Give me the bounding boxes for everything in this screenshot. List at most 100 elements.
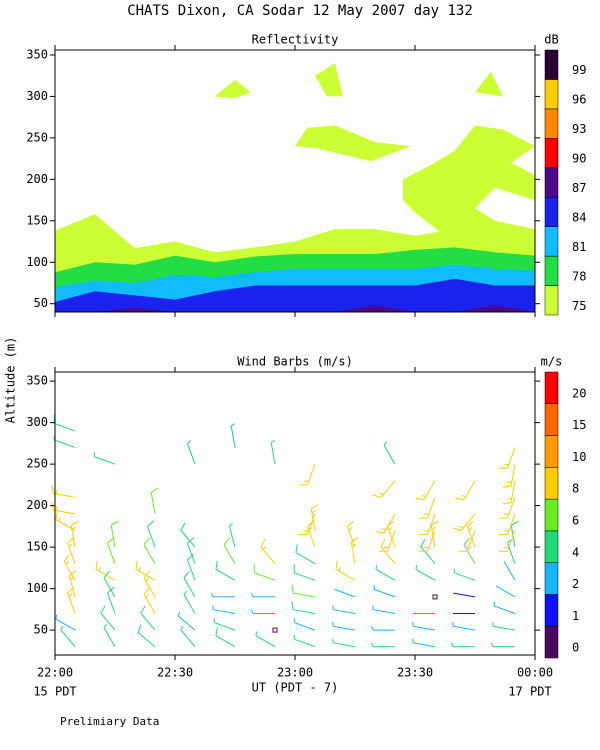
wind-barb [147, 520, 156, 548]
wind-barb [371, 625, 395, 631]
wind-barb [293, 564, 316, 581]
wind-barb [67, 537, 76, 564]
wind-barb [150, 487, 159, 515]
contour-band [55, 305, 535, 312]
colorbar-swatch [544, 79, 559, 110]
wind-barb [452, 513, 476, 532]
wind-barb [498, 447, 516, 469]
wind-barb [372, 480, 396, 499]
colorbar-swatch [544, 226, 559, 257]
colorbar-swatch [544, 562, 559, 595]
wind-barb [215, 627, 236, 648]
colorbar-label: 4 [572, 545, 579, 559]
wind-barb [212, 605, 236, 614]
colorbar-swatch [544, 435, 559, 468]
wind-barb [55, 511, 76, 531]
wind-barb [420, 539, 436, 565]
y-tick-label: 250 [26, 130, 48, 144]
y-tick-label: 200 [26, 172, 48, 186]
wind-barb [502, 464, 516, 488]
wind-barb [295, 544, 316, 565]
wind-barb [60, 625, 76, 648]
wind-barb [418, 497, 436, 519]
y-tick-label: 300 [26, 89, 48, 103]
y-tick-label: 200 [26, 498, 48, 512]
wind-barb [51, 485, 76, 498]
wind-barb [213, 618, 236, 631]
colorbar-title: dB [544, 33, 558, 47]
colorbar-swatch [544, 594, 559, 627]
wind-barb [211, 592, 235, 598]
wind-barb [187, 440, 196, 465]
wind-barb [412, 621, 436, 631]
colorbar-label: 20 [572, 386, 586, 400]
x-tick-label: 22:00 [37, 666, 73, 680]
contour-patch [315, 63, 343, 97]
wind-barb [251, 609, 275, 615]
wind-barb [380, 539, 396, 565]
wind-barb [187, 537, 196, 564]
wind-barb [215, 560, 236, 581]
x-tick-label: 23:00 [277, 666, 313, 680]
wind-barb [498, 530, 516, 552]
wind-barb [53, 435, 76, 448]
wind-barb [270, 439, 276, 465]
colorbar-swatch [544, 196, 559, 227]
colorbar-label: 87 [572, 181, 586, 195]
y-tick-label: 300 [26, 415, 48, 429]
colorbar-swatch [544, 138, 559, 169]
wind-barb [230, 423, 236, 448]
y-tick-label: 100 [26, 581, 48, 595]
wind-barb [453, 592, 476, 598]
colorbar-label: 2 [572, 577, 579, 591]
wind-barb [103, 570, 116, 598]
wind-barb [293, 634, 316, 648]
wind-barb [332, 638, 356, 648]
wind-barb [498, 513, 516, 536]
wind-barb [53, 414, 76, 432]
wind-barb [291, 601, 316, 614]
wind-barb [371, 642, 395, 648]
figure-title: CHATS Dixon, CA Sodar 12 May 2007 day 13… [127, 3, 473, 19]
colorbar-swatch [544, 467, 559, 500]
wind-barb [110, 520, 119, 548]
wind-barb [223, 537, 236, 564]
wind-barb [375, 513, 396, 534]
colorbar-label: 75 [572, 299, 586, 313]
colorbar-swatch [544, 49, 559, 80]
y-tick-label: 350 [26, 47, 48, 61]
wind-barb [298, 513, 316, 536]
wind-barb [183, 570, 196, 598]
wind-barb [143, 570, 156, 598]
wind-barb [183, 590, 196, 614]
wind-barb [495, 585, 516, 598]
wind-barb [378, 530, 396, 552]
panel-title: Wind Barbs (m/s) [237, 355, 353, 369]
colorbar-swatch [544, 285, 559, 316]
x-axis-label: UT (PDT - 7) [252, 681, 339, 695]
y-tick-label: 150 [26, 540, 48, 554]
wind-barb [55, 614, 76, 631]
wind-barb [298, 463, 316, 486]
wind-barb [228, 522, 236, 548]
colorbar-label: 6 [572, 514, 579, 528]
colorbar-swatch [544, 255, 559, 286]
wind-barb [332, 605, 356, 614]
wind-barb [467, 520, 476, 548]
wind-barb [415, 480, 436, 501]
colorbar-swatch [544, 625, 559, 659]
wind-barb [458, 530, 476, 552]
wind-barb [502, 480, 516, 505]
y-tick-label: 350 [26, 374, 48, 388]
end-label: 17 PDT [508, 685, 551, 699]
start-label: 15 PDT [33, 685, 76, 699]
wind-barb [187, 553, 196, 581]
wind-barb [103, 624, 116, 647]
y-tick-label: 250 [26, 457, 48, 471]
wind-barb [492, 621, 516, 631]
contour-patch [403, 125, 535, 242]
wind-barb [332, 621, 356, 631]
x-tick-label: 22:30 [157, 666, 193, 680]
wind-barb [335, 560, 356, 581]
colorbar-label: 99 [572, 63, 586, 77]
